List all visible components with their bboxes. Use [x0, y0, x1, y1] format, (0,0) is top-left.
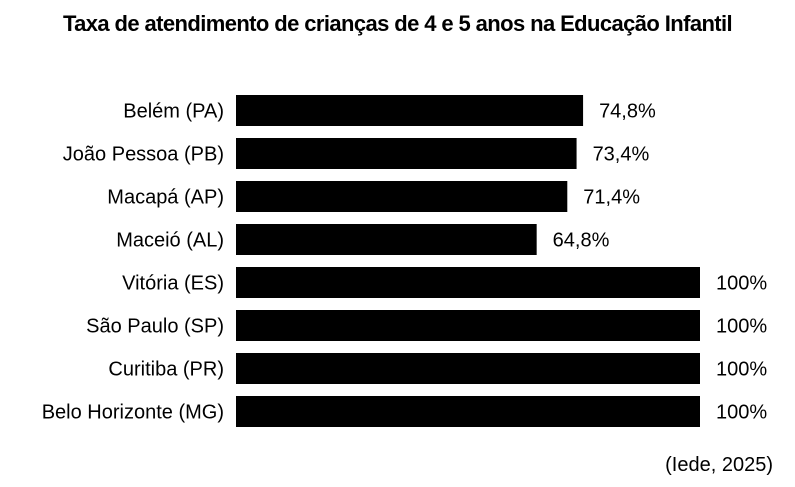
bar	[236, 181, 568, 212]
value-label: 100%	[716, 273, 767, 295]
category-label: Macapá (AP)	[107, 187, 224, 209]
category-labels: Belém (PA) João Pessoa (PB) Macapá (AP) Mac…	[42, 101, 224, 424]
category-label: São Paulo (SP)	[86, 316, 224, 338]
value-label: 73,4%	[593, 144, 650, 166]
bar	[236, 224, 537, 255]
source-note: (Iede, 2025)	[665, 454, 773, 476]
category-label: Maceió (AL)	[116, 230, 224, 252]
value-label: 64,8%	[553, 230, 610, 252]
category-label: Curitiba (PR)	[108, 359, 224, 381]
category-label: João Pessoa (PB)	[63, 144, 224, 166]
bar	[236, 138, 577, 169]
bar	[236, 353, 700, 384]
category-label: Belém (PA)	[123, 101, 224, 123]
value-label: 100%	[716, 316, 767, 338]
value-label: 100%	[716, 402, 767, 424]
category-label: Belo Horizonte (MG)	[42, 402, 224, 424]
category-label: Vitória (ES)	[122, 273, 224, 295]
value-label: 71,4%	[583, 187, 640, 209]
bar	[236, 95, 584, 126]
value-label: 74,8%	[599, 101, 656, 123]
bar	[236, 267, 700, 298]
chart-title: Taxa de atendimento de crianças de 4 e 5…	[62, 11, 733, 36]
value-label: 100%	[716, 359, 767, 381]
value-labels: 74,8% 73,4% 71,4% 64,8% 100% 100% 100% 100%	[553, 101, 768, 424]
bar	[236, 310, 700, 341]
bar	[236, 396, 700, 427]
bars	[236, 95, 700, 427]
